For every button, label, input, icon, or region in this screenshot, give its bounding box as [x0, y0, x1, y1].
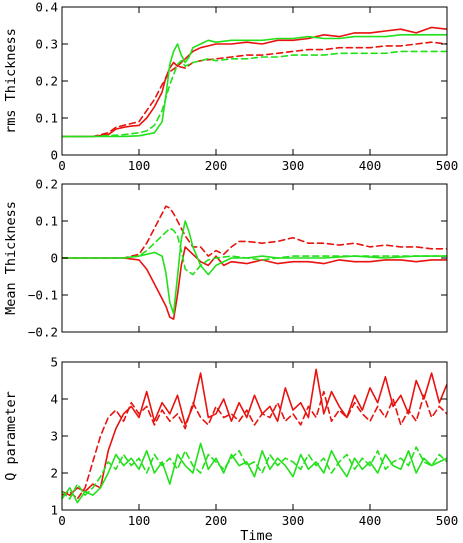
- y-tick-label: 4: [50, 392, 58, 407]
- y-tick-label: 0.1: [35, 214, 58, 229]
- series-group: [62, 26, 447, 138]
- panel-q-parameter: 0 100 200 300 400 500 1 2 3 4 5 Q parameter Time: [3, 355, 458, 543]
- y-axis-title: Mean Thickness: [3, 201, 19, 315]
- series-line-red-solid: [62, 26, 447, 138]
- panel-mean-thickness: −0.2 −0.1 0 0.1 0.2 Mean Thickness: [3, 177, 448, 340]
- series-line-green-solid: [62, 33, 447, 138]
- series-line-green-solid: [62, 220, 447, 315]
- series-group: [62, 205, 447, 320]
- plot-frame: [61, 6, 448, 156]
- y-tick-label: 0.1: [35, 111, 58, 126]
- y-axis-title: Q parameter: [3, 391, 19, 480]
- y-tick-label: −0.2: [28, 325, 58, 340]
- x-tick-label: 100: [128, 158, 151, 173]
- x-axis-title: Time: [240, 528, 273, 543]
- x-tick-label: 200: [205, 158, 228, 173]
- x-tick-label: 500: [436, 513, 459, 528]
- x-tick-label: 400: [359, 158, 382, 173]
- x-tick-label: 300: [282, 513, 305, 528]
- y-tick-label: 3: [50, 429, 58, 444]
- series-line-red-dashed: [62, 41, 447, 138]
- x-tick-label: 400: [359, 513, 382, 528]
- series-line-red-dashed: [62, 390, 447, 500]
- panel-rms-thickness: 0 100 200 300 400 500 0 0.1 0.2 0.3 0.4 rms Thickne…: [3, 0, 458, 173]
- y-tick-label: 0.3: [35, 37, 58, 52]
- y-tick-label: 2: [50, 466, 58, 481]
- y-tick-label: 5: [50, 355, 58, 370]
- y-axis-title: rms Thickness: [3, 28, 19, 134]
- plot-frame: [61, 361, 448, 511]
- series-group: [62, 368, 447, 504]
- series-line-red-solid: [62, 368, 447, 497]
- y-tick-label: 0.4: [35, 0, 58, 15]
- x-tick-label: 100: [128, 513, 151, 528]
- x-tick-label: 0: [58, 158, 66, 173]
- x-tick-label: 500: [436, 158, 459, 173]
- y-tick-label: 0.2: [35, 74, 58, 89]
- y-tick-label: 0.2: [35, 177, 58, 192]
- y-tick-label: 1: [50, 503, 58, 518]
- series-line-green-solid: [62, 442, 447, 504]
- series-line-red-solid: [62, 246, 447, 320]
- series-line-red-dashed: [62, 205, 447, 259]
- y-tick-label: 0: [50, 148, 58, 163]
- x-tick-label: 300: [282, 158, 305, 173]
- series-line-green-dashed: [62, 446, 447, 500]
- series-line-green-dashed: [62, 227, 447, 276]
- y-tick-label: −0.1: [28, 288, 58, 303]
- x-tick-label: 0: [58, 513, 66, 528]
- series-line-green-dashed: [62, 50, 447, 138]
- y-tick-label: 0: [50, 251, 58, 266]
- x-tick-label: 200: [205, 513, 228, 528]
